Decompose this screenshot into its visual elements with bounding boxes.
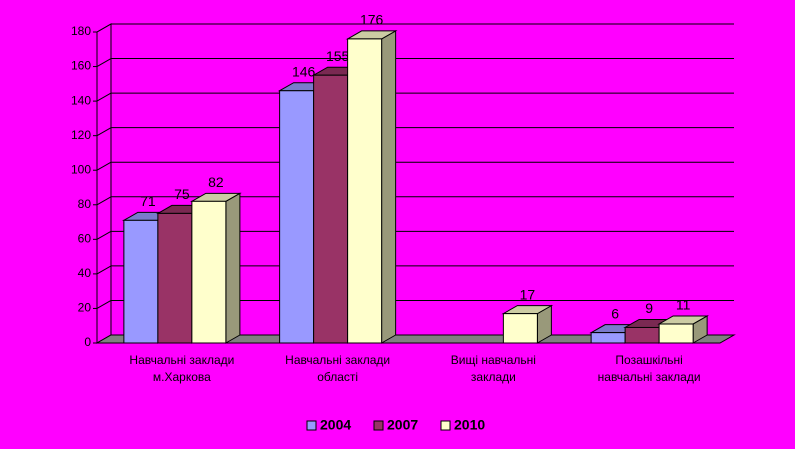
bar	[123, 219, 159, 344]
bar	[590, 332, 626, 344]
grid-line	[96, 265, 112, 275]
grid-line	[96, 196, 112, 206]
value-label: 17	[520, 286, 536, 302]
x-tick-label: м.Харкова	[153, 370, 211, 384]
bar	[279, 90, 315, 344]
value-label: 71	[140, 193, 156, 209]
bar	[191, 200, 227, 344]
bar	[624, 326, 660, 344]
legend-label: 2004	[320, 417, 351, 433]
grid-line	[96, 300, 112, 309]
y-tick-label: 140	[71, 93, 91, 107]
bar	[157, 212, 193, 344]
bar-group	[189, 192, 242, 344]
bar	[347, 38, 383, 344]
y-tick-label: 80	[78, 197, 92, 211]
value-label: 155	[326, 48, 350, 64]
grid-line	[96, 23, 112, 33]
bar-group	[501, 304, 554, 344]
y-tick-label: 180	[71, 24, 91, 38]
x-tick-label: Позашкільні	[615, 353, 682, 367]
x-tick-label: Навчальні заклади	[129, 353, 234, 367]
grid-line	[96, 58, 112, 67]
grid-line	[96, 230, 112, 240]
y-tick-label: 60	[78, 232, 92, 246]
legend-label: 2010	[454, 417, 485, 433]
y-tick-label: 160	[71, 59, 91, 73]
bar	[502, 313, 538, 344]
x-tick-label: навчальні заклади	[598, 370, 701, 384]
x-tick-label: заклади	[471, 370, 516, 384]
legend-swatch	[306, 420, 317, 431]
value-label: 6	[611, 305, 619, 321]
value-label: 9	[645, 300, 653, 316]
grid-line	[96, 161, 112, 171]
y-tick-label: 100	[71, 162, 91, 176]
value-label: 82	[208, 174, 224, 190]
bar	[658, 323, 694, 344]
legend-label: 2007	[387, 417, 418, 433]
y-tick-label: 40	[78, 266, 92, 280]
bar-side	[381, 30, 397, 344]
legend-swatch	[373, 420, 384, 431]
bar	[313, 74, 349, 344]
x-tick-label: Вищі навчальні	[451, 353, 536, 367]
side-wall	[96, 23, 112, 344]
y-tick-label: 0	[84, 335, 91, 349]
value-label: 11	[676, 297, 691, 313]
value-label: 75	[174, 186, 190, 202]
bar-group	[657, 315, 710, 344]
y-tick-label: 20	[78, 301, 92, 315]
x-tick-label: області	[317, 370, 358, 384]
bar-group	[345, 30, 398, 344]
legend-swatch	[440, 420, 451, 431]
grid-line	[96, 127, 112, 137]
value-label: 176	[360, 12, 384, 28]
x-tick-label: Навчальні заклади	[285, 353, 390, 367]
value-label: 146	[292, 63, 316, 79]
y-tick-label: 120	[71, 128, 91, 142]
grid-line	[96, 92, 112, 102]
bar-side	[225, 192, 241, 344]
